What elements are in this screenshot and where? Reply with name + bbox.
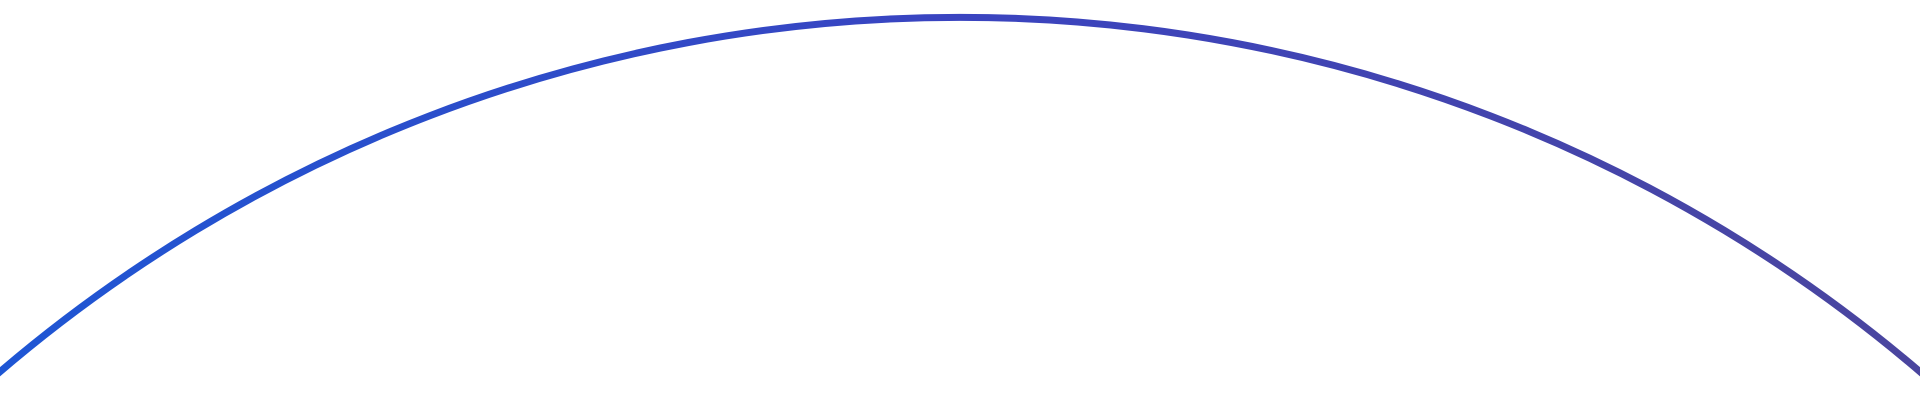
- arc-curve-path: [0, 13, 1920, 377]
